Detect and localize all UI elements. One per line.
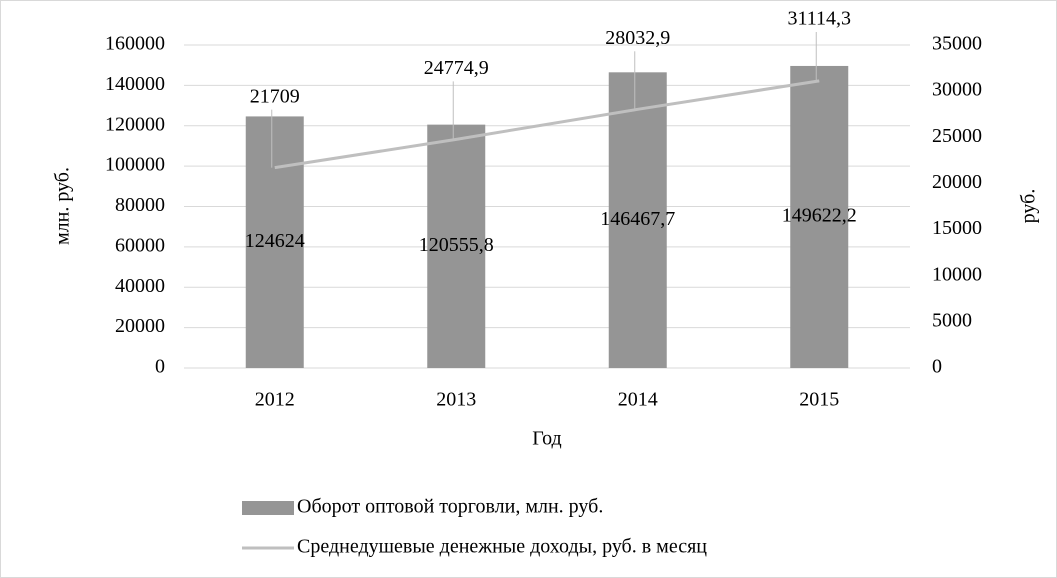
legend-label: Среднедушевые денежные доходы, руб. в ме… xyxy=(297,536,707,558)
bar xyxy=(427,124,486,368)
y-tick-label: 20000 xyxy=(115,315,165,337)
y-axis-label: млн. руб. xyxy=(52,167,74,245)
x-tick-label: 2013 xyxy=(436,389,476,411)
x-tick-label: 2015 xyxy=(799,389,839,411)
line-value-label: 31114,3 xyxy=(787,8,851,30)
y-tick-label: 160000 xyxy=(105,33,165,55)
bar-value-label: 149622,2 xyxy=(782,205,857,227)
y-tick-label: 80000 xyxy=(115,194,165,216)
bar-value-label: 146467,7 xyxy=(600,208,675,230)
y2-tick-label: 20000 xyxy=(932,171,982,193)
line-value-label: 24774,9 xyxy=(424,57,489,79)
y-tick-label: 120000 xyxy=(105,113,165,135)
bar xyxy=(245,116,304,368)
line xyxy=(274,79,820,170)
y-tick-label: 100000 xyxy=(105,154,165,176)
y-tick-label: 40000 xyxy=(115,275,165,297)
legend-label: Оборот оптовой торговли, млн. руб. xyxy=(297,496,603,518)
x-tick-label: 2014 xyxy=(618,389,658,411)
legend-swatch xyxy=(242,501,294,515)
y2-tick-label: 35000 xyxy=(932,33,982,55)
y2-tick-label: 0 xyxy=(932,356,942,378)
x-axis-label: Год xyxy=(532,428,561,450)
bar-value-label: 120555,8 xyxy=(419,234,494,256)
y-tick-label: 140000 xyxy=(105,73,165,95)
bar xyxy=(790,65,849,368)
y-tick-label: 60000 xyxy=(115,234,165,256)
line-value-label: 21709 xyxy=(250,85,300,107)
line-value-label: 28032,9 xyxy=(605,27,670,49)
y2-tick-label: 15000 xyxy=(932,217,982,239)
x-tick-label: 2012 xyxy=(255,389,295,411)
y2-tick-label: 30000 xyxy=(932,79,982,101)
bar-value-label: 124624 xyxy=(245,230,305,252)
y2-tick-label: 5000 xyxy=(932,309,972,331)
bar xyxy=(608,72,667,368)
y-tick-label: 0 xyxy=(155,356,165,378)
y2-tick-label: 10000 xyxy=(932,263,982,285)
y2-axis-label: руб. xyxy=(1018,189,1040,224)
y2-tick-label: 25000 xyxy=(932,125,982,147)
